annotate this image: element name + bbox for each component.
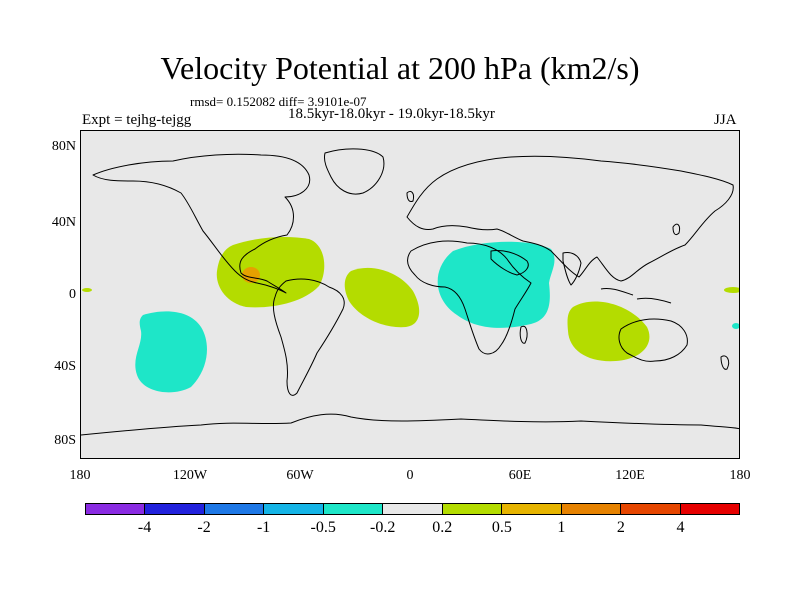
positive-spot-east-pacific [724, 287, 739, 293]
colorbar-label: 0.2 [432, 519, 453, 536]
positive-spot-west-pacific [82, 288, 92, 292]
coast-arabia [490, 250, 529, 276]
figure-title: Velocity Potential at 200 hPa (km2/s) [160, 50, 640, 86]
colorbar-swatch [145, 504, 205, 514]
y-label-40n: 40N [51, 215, 76, 230]
negative-region-south-pacific [135, 311, 207, 393]
colorbar-label: 2 [616, 519, 625, 536]
x-label-60w: 60W [286, 468, 314, 483]
x-label-0: 0 [406, 468, 414, 483]
coast-uk [406, 190, 414, 202]
coast-india [562, 252, 582, 286]
colorbar-swatch [680, 504, 739, 514]
colorbar-swatch [561, 504, 622, 514]
colorbar [85, 503, 740, 515]
y-label-0: 0 [69, 287, 76, 302]
coast-australia [618, 318, 688, 362]
colorbar-label: -0.2 [370, 519, 396, 536]
y-label-80s: 80S [54, 433, 76, 448]
experiment-label: Expt = tejhg-tejgg [82, 112, 192, 128]
coast-antarctica [81, 413, 739, 436]
colorbar-swatch [264, 504, 324, 514]
positive-region-australia [567, 301, 650, 362]
negative-spot-coral-sea [732, 323, 739, 329]
x-label-120w: 120W [172, 468, 208, 483]
positive-region-caribbean [216, 237, 325, 308]
colorbar-swatch [383, 504, 443, 514]
colorbar-label: 4 [676, 519, 685, 536]
statistics-label: rmsd= 0.152082 diff= 3.9101e-07 [190, 94, 367, 109]
coast-indonesia [600, 288, 672, 304]
colorbar-label: -2 [197, 519, 211, 536]
coast-greenland [324, 148, 385, 195]
coast-new-zealand [720, 355, 730, 370]
colorbar-swatch [502, 504, 562, 514]
colorbar-swatch [442, 504, 503, 514]
positive-region-atlantic [344, 267, 420, 328]
colorbar-label: -4 [137, 519, 152, 536]
colorbar-label: -0.5 [310, 519, 336, 536]
y-label-40s: 40S [54, 359, 76, 374]
map-panel [80, 130, 740, 459]
coast-north-america [92, 153, 311, 294]
coast-south-america [272, 278, 345, 396]
coastlines [81, 148, 739, 436]
colorbar-swatch [86, 504, 146, 514]
colorbar-label: -1 [256, 519, 271, 536]
colorbar-swatch [621, 504, 681, 514]
season-label: JJA [714, 112, 737, 128]
periods-label: 18.5kyr-18.0kyr - 19.0kyr-18.5kyr [288, 106, 495, 122]
x-label-120e: 120E [615, 468, 645, 483]
coast-africa [407, 240, 532, 355]
x-label-60e: 60E [508, 468, 532, 483]
world-map [81, 131, 739, 458]
coast-madagascar [519, 325, 528, 344]
coast-eurasia [406, 155, 734, 282]
colorbar-label: 0.5 [491, 519, 512, 536]
coast-japan [672, 223, 680, 236]
negative-region-africa-indian [437, 241, 555, 328]
x-label-180e: 180 [729, 468, 751, 483]
y-label-80n: 80N [51, 139, 76, 154]
colorbar-label: 1 [557, 519, 566, 536]
colorbar-swatch [204, 504, 265, 514]
x-label-180w: 180 [69, 468, 91, 483]
colorbar-swatch [323, 504, 384, 514]
